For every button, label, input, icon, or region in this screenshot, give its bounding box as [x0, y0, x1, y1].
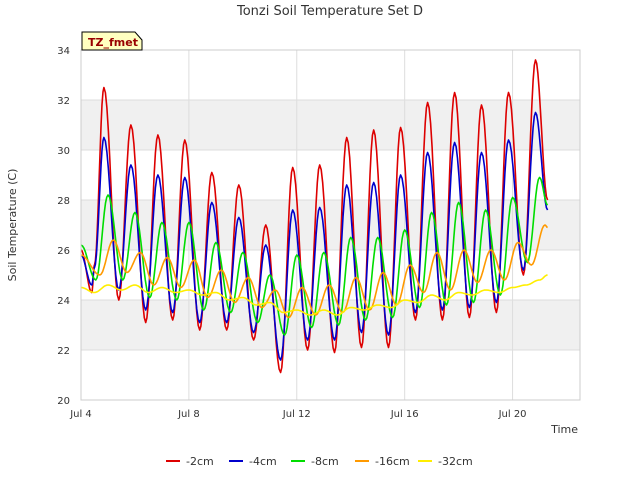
x-tick-label: Jul 4: [69, 409, 92, 420]
y-tick-label: 30: [57, 146, 70, 157]
y-axis-label: Soil Temperature (C): [6, 169, 19, 282]
series-line-m8cm: [80, 176, 549, 336]
annotation-box: TZ_fmet: [81, 31, 143, 51]
grid-band: [81, 200, 580, 250]
legend-label: -16cm: [375, 455, 410, 468]
chart-title: Tonzi Soil Temperature Set D: [236, 4, 423, 19]
x-tick-label: Jul 16: [390, 409, 419, 420]
series-line-m2cm: [80, 59, 549, 374]
y-tick-label: 32: [57, 96, 70, 107]
y-tick-label: 22: [57, 346, 70, 357]
legend-label: -8cm: [311, 455, 339, 468]
plot-frame: [80, 49, 581, 401]
y-tick-label: 34: [57, 46, 70, 57]
annotation-label: TZ_fmet: [88, 36, 138, 49]
series-line-m16cm: [80, 224, 549, 319]
y-tick-label: 24: [57, 296, 70, 307]
grid-band: [81, 100, 580, 150]
y-tick-label: 28: [57, 196, 70, 207]
series-line-m4cm: [80, 111, 549, 361]
series-line-m32cm: [80, 274, 548, 316]
y-tick-label: 26: [57, 246, 70, 257]
x-tick-label: Jul 20: [498, 409, 527, 420]
annotation-box-shape: [81, 31, 143, 51]
tick-labels: 20 22 24 26 28 30 32 34 Jul 4 Jul 8 Jul 12 Jul 16 Ju…: [57, 46, 526, 420]
legend: -2cm -4cm -8cm -16cm -32cm: [166, 455, 473, 468]
legend-label: -4cm: [249, 455, 277, 468]
legend-label: -32cm: [438, 455, 473, 468]
y-tick-label: 20: [57, 396, 70, 407]
legend-label: -2cm: [186, 455, 214, 468]
x-tick-label: Jul 8: [177, 409, 200, 420]
x-tick-label: Jul 12: [282, 409, 311, 420]
x-axis-label: Time: [550, 423, 578, 436]
series-lines: [80, 59, 549, 374]
